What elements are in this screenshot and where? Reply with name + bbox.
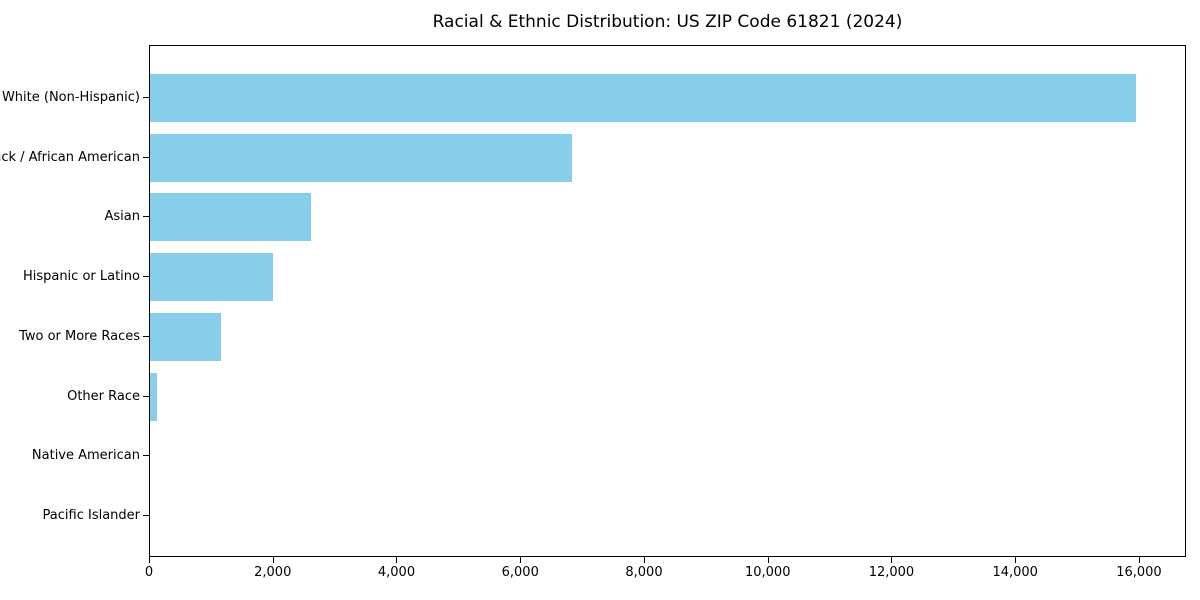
x-tick — [891, 557, 893, 563]
x-axis-tick-label: 8,000 — [625, 565, 663, 580]
y-tick — [143, 514, 149, 516]
bar — [150, 133, 572, 182]
x-axis-tick-label: 6,000 — [501, 565, 539, 580]
bar — [150, 312, 222, 361]
x-tick — [272, 557, 274, 563]
chart-title: Racial & Ethnic Distribution: US ZIP Cod… — [432, 12, 903, 32]
x-tick — [643, 557, 645, 563]
x-axis-tick-label: 0 — [144, 565, 154, 580]
y-axis-label: Native American — [31, 448, 140, 464]
y-tick — [143, 216, 149, 218]
y-axis-label: White (Non-Hispanic) — [1, 90, 140, 105]
x-tick — [1138, 557, 1140, 563]
x-tick — [1015, 557, 1017, 563]
x-axis-tick-label: 14,000 — [992, 565, 1038, 580]
y-axis-label: Asian — [104, 209, 140, 225]
plot-area — [149, 45, 1186, 557]
y-axis-label: Black / African American — [0, 149, 140, 165]
y-axis-label: Two or More Races — [19, 328, 140, 344]
y-tick — [143, 335, 149, 337]
y-axis-label: Other Race — [67, 388, 140, 404]
bar — [150, 253, 273, 302]
x-axis-tick-label: 12,000 — [868, 565, 915, 580]
y-tick — [143, 455, 149, 457]
x-tick — [520, 557, 522, 563]
bar — [150, 372, 157, 421]
x-tick — [149, 557, 150, 563]
bar — [150, 74, 1136, 122]
x-axis-tick-label: 2,000 — [254, 565, 292, 580]
x-tick — [767, 557, 769, 563]
bar — [150, 193, 312, 242]
y-tick — [143, 97, 149, 98]
x-axis-tick-label: 10,000 — [744, 565, 791, 580]
y-axis-label: Hispanic or Latino — [22, 269, 140, 285]
y-axis-label: Pacific Islander — [42, 507, 140, 523]
y-tick — [143, 276, 149, 278]
x-axis-tick-label: 16,000 — [1116, 565, 1162, 580]
y-tick — [143, 156, 149, 158]
x-axis-tick-label: 4,000 — [377, 565, 416, 580]
y-tick — [143, 395, 149, 397]
x-tick — [396, 557, 398, 563]
